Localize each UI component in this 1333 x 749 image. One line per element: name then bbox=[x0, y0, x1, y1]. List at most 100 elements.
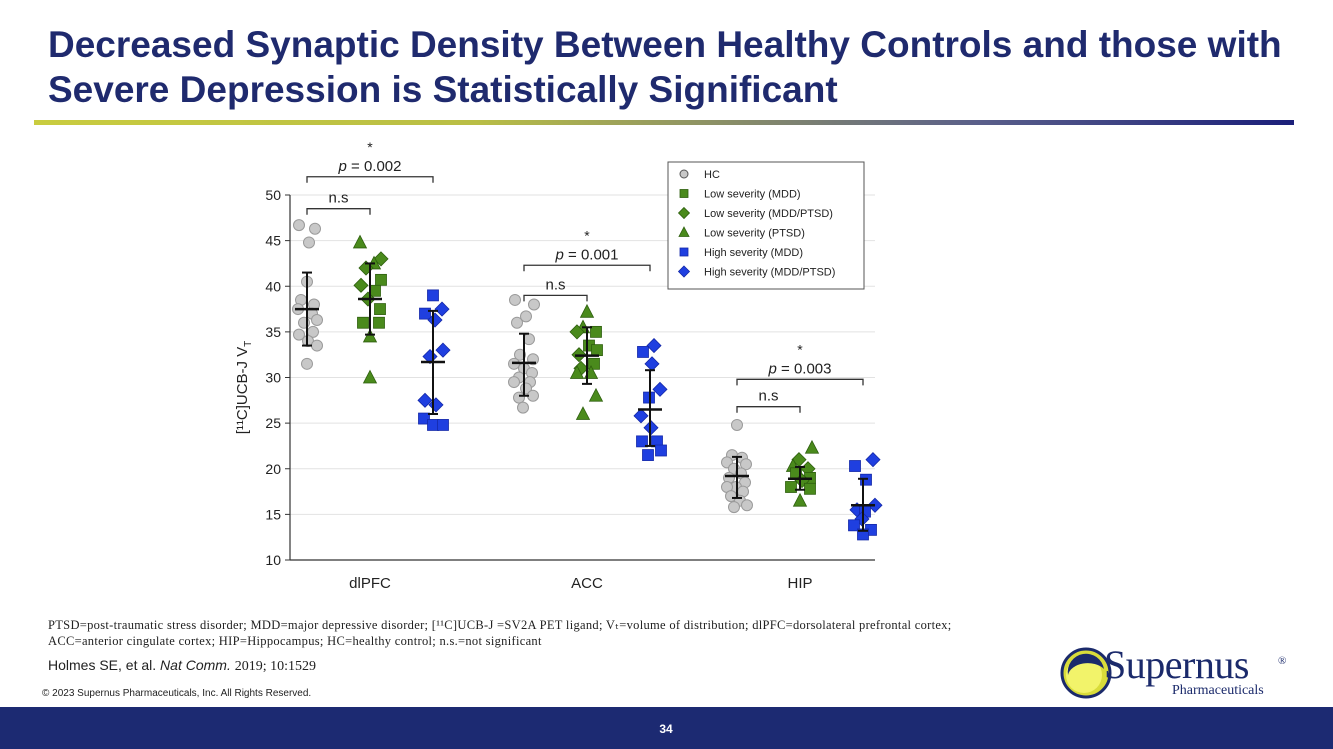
y-tick-label: 10 bbox=[265, 552, 281, 568]
data-point bbox=[588, 357, 600, 370]
p-symbol: p bbox=[555, 246, 564, 263]
y-axis-label-base: [¹¹C]UCB-J V bbox=[234, 347, 251, 435]
data-point bbox=[293, 328, 305, 341]
data-point bbox=[309, 222, 321, 235]
data-point bbox=[375, 273, 387, 286]
data-point bbox=[437, 419, 449, 431]
significance-bracket bbox=[306, 208, 371, 215]
legend-box bbox=[667, 161, 865, 290]
citation-authors: Holmes SE, et al. bbox=[48, 657, 157, 673]
data-point bbox=[569, 324, 585, 340]
data-point bbox=[741, 499, 753, 512]
ns-label: n.s bbox=[545, 276, 565, 293]
data-point bbox=[569, 365, 585, 379]
data-point bbox=[427, 289, 439, 302]
data-point bbox=[419, 307, 431, 320]
data-point bbox=[508, 376, 520, 389]
data-point bbox=[731, 418, 743, 431]
significance-star: * bbox=[584, 227, 590, 243]
data-point bbox=[792, 492, 808, 507]
data-point bbox=[528, 298, 540, 311]
p-value: = 0.001 bbox=[564, 246, 619, 263]
logo-emblem-icon bbox=[1060, 647, 1112, 699]
p-symbol: p bbox=[768, 360, 777, 377]
copyright-notice: © 2023 Supernus Pharmaceuticals, Inc. Al… bbox=[42, 688, 312, 699]
citation: Holmes SE, et al. Nat Comm. 2019; 10:152… bbox=[48, 657, 316, 675]
ns-label: n.s bbox=[328, 190, 348, 207]
data-point bbox=[362, 328, 378, 343]
data-point bbox=[633, 408, 649, 424]
legend-label: Low severity (MDD/PTSD) bbox=[704, 208, 833, 220]
data-point bbox=[636, 435, 648, 448]
data-point bbox=[644, 356, 660, 372]
data-point bbox=[646, 337, 662, 354]
data-point bbox=[785, 481, 797, 493]
data-point bbox=[353, 277, 369, 293]
x-category-label: dlPFC bbox=[349, 575, 391, 592]
page-number: 34 bbox=[659, 722, 673, 736]
data-point bbox=[575, 406, 591, 420]
data-point bbox=[509, 293, 521, 306]
data-point bbox=[418, 412, 430, 425]
y-tick-label: 35 bbox=[265, 324, 281, 340]
significance-bracket bbox=[523, 294, 588, 302]
ns-label: n.s bbox=[758, 388, 778, 405]
data-point bbox=[655, 444, 667, 457]
p-value-label: p = 0.001 bbox=[555, 246, 619, 263]
abbreviations-footnote: PTSD=post-traumatic stress disorder; MDD… bbox=[48, 617, 1128, 649]
title-underline bbox=[34, 120, 1294, 125]
legend-marker bbox=[677, 265, 691, 278]
data-point bbox=[590, 325, 602, 338]
footer-bar: 34 bbox=[0, 707, 1333, 749]
y-tick-label: 15 bbox=[265, 506, 281, 522]
data-point bbox=[357, 316, 369, 329]
legend-label: HC bbox=[704, 169, 720, 181]
legend-marker bbox=[677, 206, 691, 220]
data-point bbox=[311, 314, 323, 327]
data-point bbox=[435, 342, 451, 358]
significance-bracket bbox=[523, 264, 651, 272]
data-point bbox=[311, 339, 323, 352]
data-point bbox=[520, 310, 532, 323]
significance-star: * bbox=[797, 341, 803, 357]
data-point bbox=[517, 401, 529, 414]
data-point bbox=[865, 452, 881, 468]
x-category-label: ACC bbox=[571, 575, 603, 592]
data-point bbox=[352, 234, 368, 249]
p-value: = 0.002 bbox=[347, 158, 402, 175]
data-point bbox=[849, 460, 861, 472]
y-tick-label: 50 bbox=[265, 187, 281, 203]
data-point bbox=[303, 236, 315, 249]
legend-marker bbox=[679, 247, 689, 257]
logo-registered-mark: ® bbox=[1278, 655, 1287, 667]
p-symbol: p bbox=[338, 158, 347, 175]
p-value-label: p = 0.003 bbox=[768, 360, 832, 377]
x-category-label: HIP bbox=[787, 575, 812, 592]
data-point bbox=[804, 482, 816, 495]
legend-marker bbox=[678, 226, 690, 237]
data-point bbox=[642, 449, 654, 461]
significance-bracket bbox=[736, 378, 864, 386]
citation-details: 2019; 10:1529 bbox=[234, 659, 317, 674]
data-point bbox=[511, 316, 523, 329]
data-point bbox=[579, 303, 595, 318]
legend-marker bbox=[679, 189, 689, 198]
data-point bbox=[374, 303, 386, 315]
y-tick-label: 20 bbox=[265, 461, 281, 477]
data-point bbox=[591, 344, 603, 357]
data-point bbox=[848, 519, 860, 532]
data-point bbox=[293, 219, 305, 232]
legend-label: Low severity (PTSD) bbox=[704, 228, 805, 240]
data-point bbox=[301, 357, 313, 370]
legend-marker bbox=[679, 169, 689, 179]
data-point bbox=[652, 381, 668, 397]
data-point bbox=[740, 458, 752, 471]
data-point bbox=[427, 419, 439, 431]
data-point bbox=[523, 333, 535, 346]
data-point bbox=[637, 346, 649, 358]
data-point bbox=[527, 389, 539, 402]
footnote-line-1: PTSD=post-traumatic stress disorder; MDD… bbox=[48, 618, 952, 632]
legend-label: High severity (MDD/PTSD) bbox=[704, 267, 835, 279]
y-tick-label: 45 bbox=[265, 233, 281, 249]
